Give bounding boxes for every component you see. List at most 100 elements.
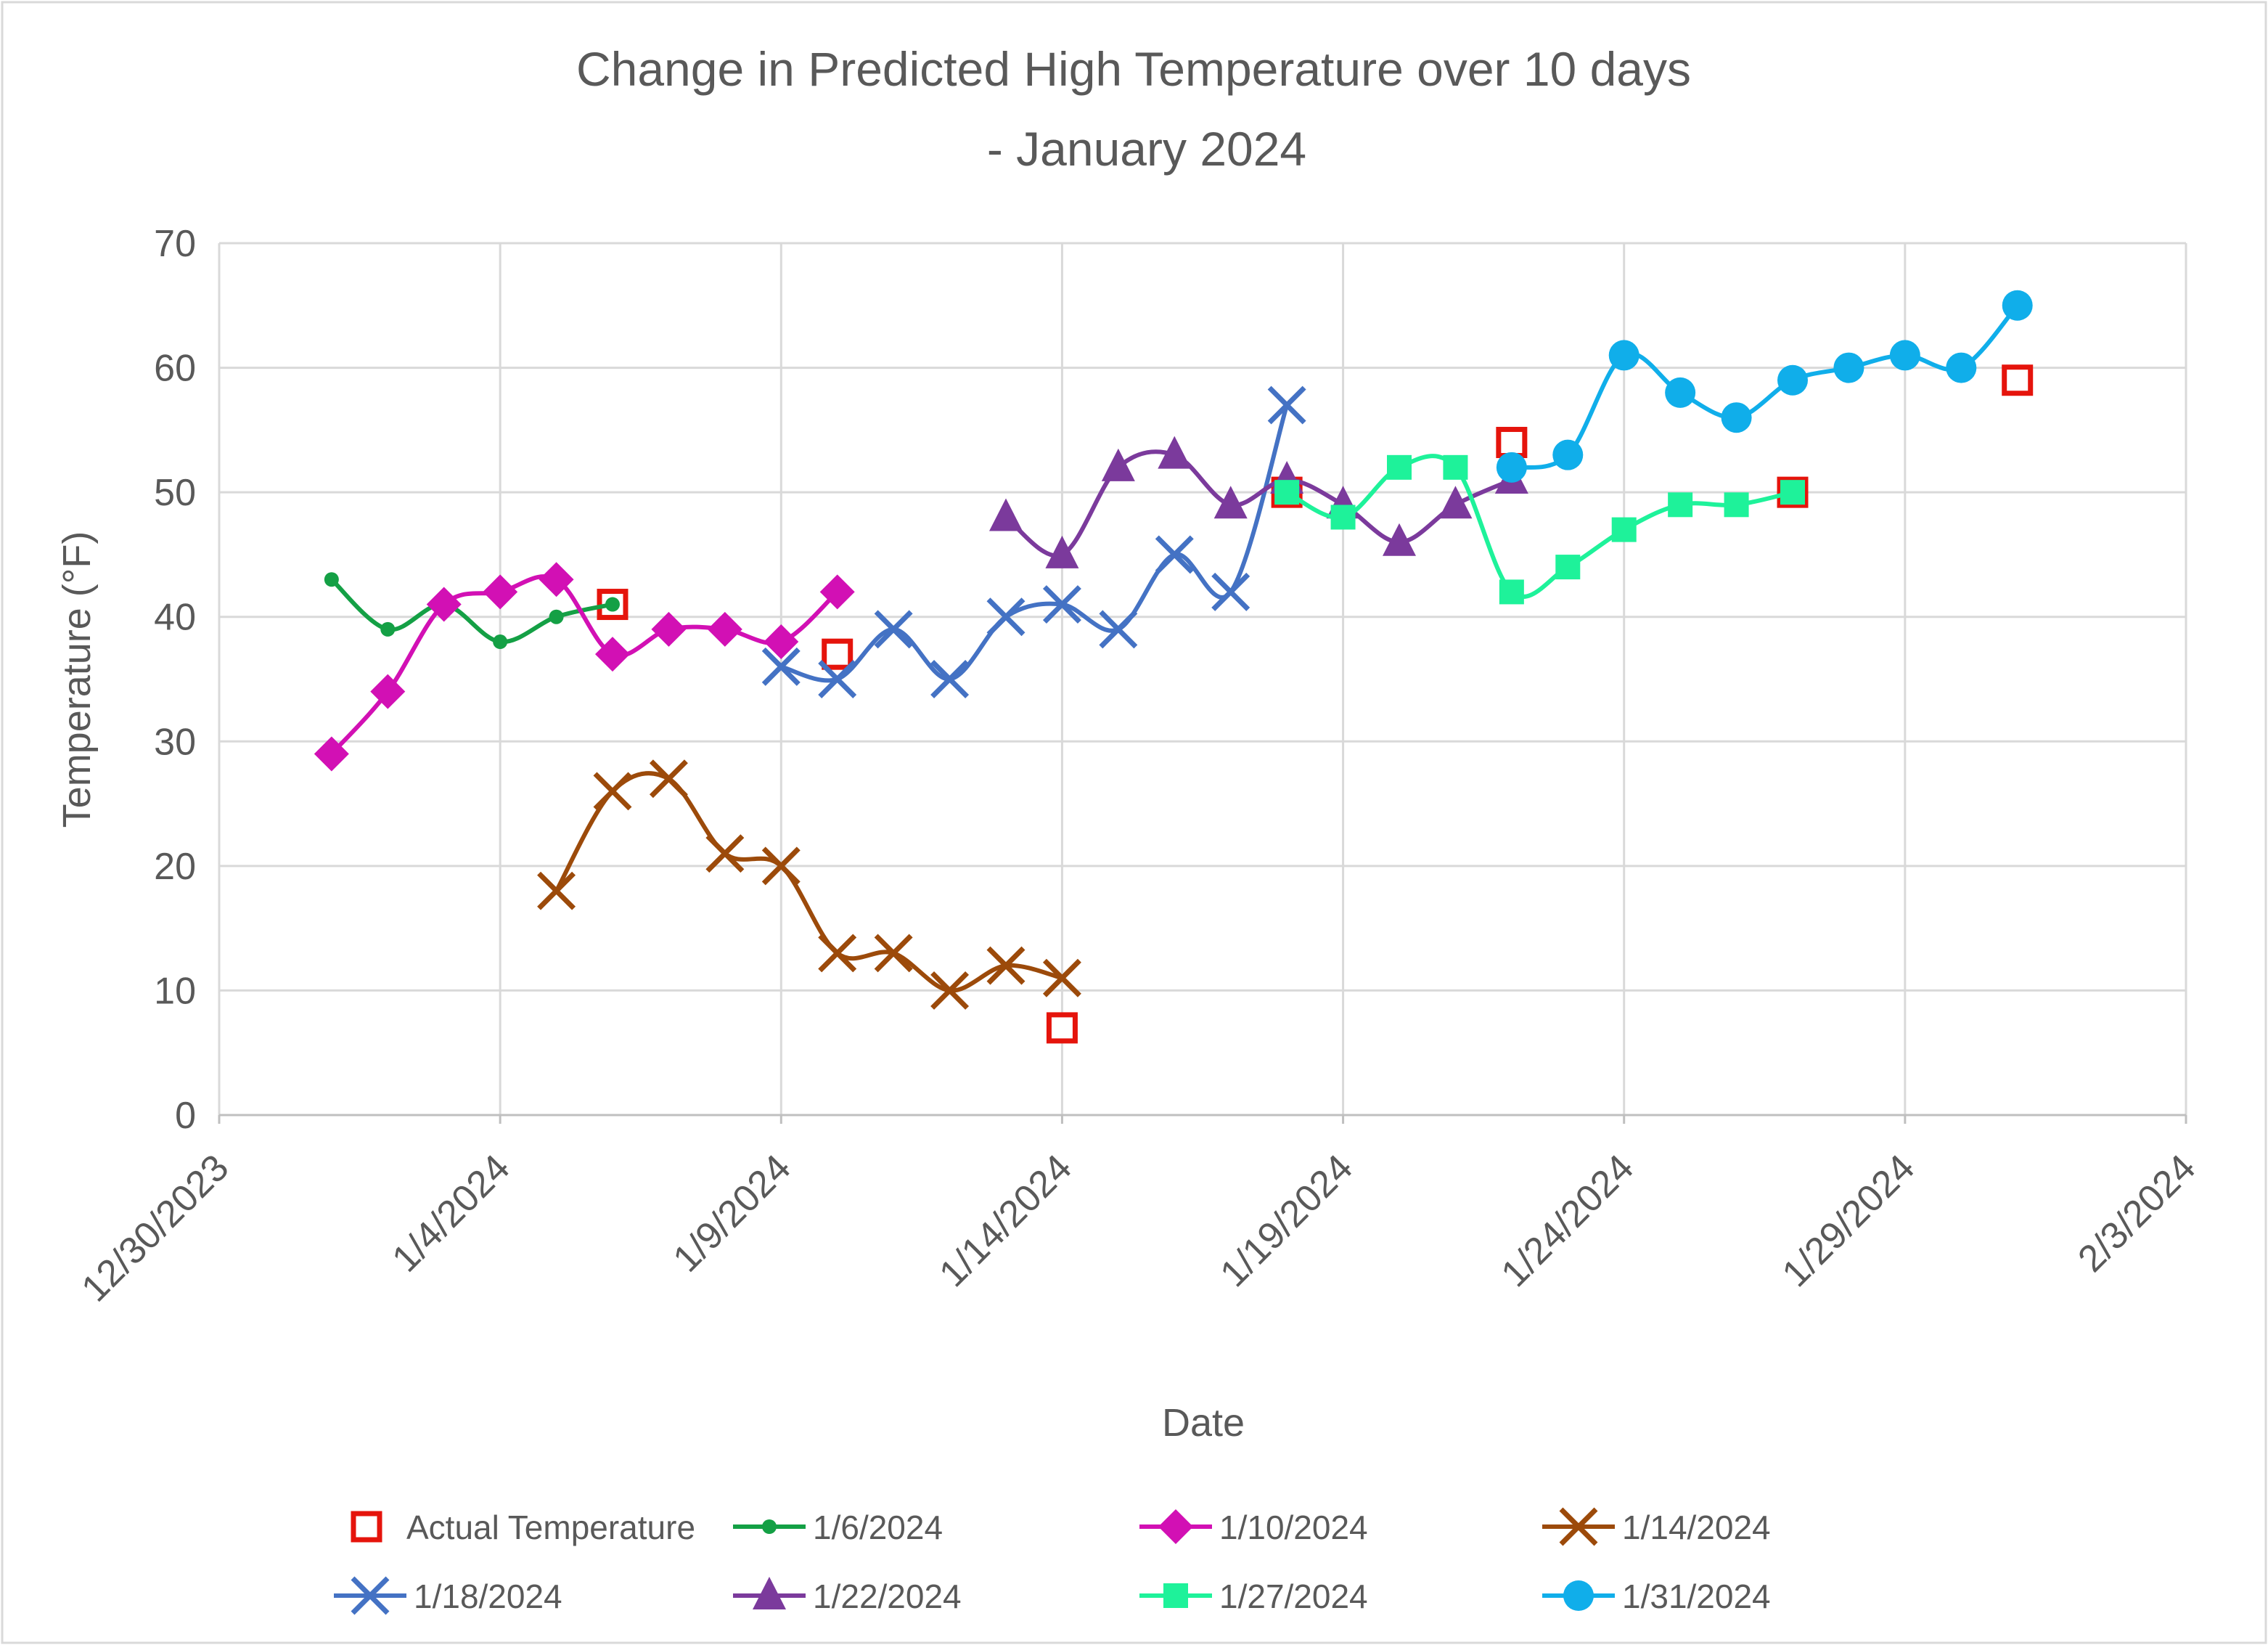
legend-marker bbox=[1563, 1580, 1594, 1611]
data-point bbox=[537, 871, 576, 910]
data-point bbox=[1046, 1012, 1078, 1044]
series-layer bbox=[314, 290, 2034, 1044]
legend-marker bbox=[753, 1577, 786, 1609]
series-line bbox=[554, 771, 1065, 993]
series-1-10-2024 bbox=[314, 562, 855, 772]
data-point bbox=[989, 498, 1023, 531]
chart-title-line-1: Change in Predicted High Temperature ove… bbox=[576, 42, 1691, 96]
legend-entry: 1/6/2024 bbox=[733, 1509, 943, 1546]
y-tick-label: 0 bbox=[175, 1095, 196, 1137]
legend-label: 1/27/2024 bbox=[1219, 1577, 1368, 1615]
y-axis-label: Temperature (°F) bbox=[55, 531, 99, 828]
y-tick-label: 20 bbox=[154, 846, 196, 888]
data-point bbox=[1267, 385, 1306, 425]
data-point bbox=[874, 934, 913, 973]
y-tick-label: 40 bbox=[154, 597, 196, 639]
legend-entry: 1/22/2024 bbox=[733, 1577, 962, 1615]
x-axis-label: Date bbox=[1162, 1401, 1245, 1445]
data-point bbox=[1383, 523, 1416, 556]
data-point bbox=[493, 634, 508, 650]
legend-entry: 1/14/2024 bbox=[1542, 1507, 1771, 1546]
data-point bbox=[1668, 492, 1693, 518]
data-point bbox=[595, 637, 630, 672]
data-point bbox=[483, 574, 518, 610]
data-point bbox=[1438, 486, 1473, 519]
data-point bbox=[1496, 452, 1527, 483]
legend-label: 1/22/2024 bbox=[813, 1577, 962, 1615]
data-point bbox=[1889, 340, 1920, 371]
data-point bbox=[707, 611, 742, 647]
data-point bbox=[1721, 402, 1752, 433]
legend-label: 1/14/2024 bbox=[1622, 1509, 1771, 1546]
data-point bbox=[1555, 555, 1581, 580]
legend-entry: Actual Temperature bbox=[351, 1509, 695, 1546]
data-point bbox=[1496, 427, 1528, 459]
data-point bbox=[426, 587, 462, 622]
data-point bbox=[324, 572, 339, 587]
data-point bbox=[1099, 610, 1138, 649]
y-tick-label: 30 bbox=[154, 721, 196, 763]
series-line bbox=[1004, 449, 1514, 558]
data-point bbox=[1552, 439, 1584, 470]
legend-entry: 1/10/2024 bbox=[1139, 1509, 1368, 1546]
data-point bbox=[1045, 535, 1079, 568]
data-point bbox=[370, 674, 406, 709]
data-point bbox=[818, 660, 857, 698]
data-point bbox=[761, 846, 801, 886]
data-point bbox=[1042, 958, 1081, 997]
series-1-27-2024 bbox=[1274, 454, 1805, 605]
data-point bbox=[1611, 517, 1637, 542]
legend-label: Actual Temperature bbox=[406, 1509, 695, 1546]
data-point bbox=[1387, 454, 1412, 480]
y-tick-label: 60 bbox=[154, 348, 196, 390]
legend-entry: 1/18/2024 bbox=[334, 1576, 562, 1615]
data-point bbox=[1443, 454, 1468, 480]
data-point bbox=[1101, 448, 1135, 481]
data-point bbox=[930, 971, 970, 1010]
data-point bbox=[818, 934, 857, 973]
y-tick-label: 50 bbox=[154, 472, 196, 514]
legend-label: 1/18/2024 bbox=[414, 1577, 562, 1615]
data-point bbox=[1042, 585, 1081, 624]
legend-marker bbox=[1163, 1583, 1188, 1608]
data-point bbox=[1665, 377, 1696, 408]
data-point bbox=[986, 597, 1025, 637]
data-point bbox=[549, 609, 564, 624]
data-point bbox=[986, 946, 1025, 985]
legend-marker bbox=[1158, 1509, 1193, 1544]
legend: Actual Temperature 1/6/2024 1/10/2024 1/14/… bbox=[334, 1507, 1771, 1615]
legend-label: 1/31/2024 bbox=[1622, 1577, 1771, 1615]
legend-marker bbox=[762, 1519, 777, 1534]
data-point bbox=[930, 660, 970, 698]
data-point bbox=[1155, 535, 1194, 574]
data-point bbox=[651, 611, 687, 647]
series-1-14-2024 bbox=[537, 759, 1081, 1010]
data-point bbox=[649, 759, 688, 799]
data-point bbox=[1780, 480, 1805, 505]
data-point bbox=[819, 574, 855, 610]
data-point bbox=[1724, 492, 1749, 518]
data-point bbox=[1777, 364, 1808, 396]
y-tick-label: 10 bbox=[154, 970, 196, 1012]
data-point bbox=[1833, 352, 1864, 383]
data-point bbox=[2002, 364, 2034, 396]
data-point bbox=[705, 834, 745, 873]
chart-title-line-2: - January 2024 bbox=[987, 122, 1306, 176]
data-point bbox=[1158, 436, 1192, 469]
legend-marker bbox=[351, 1511, 382, 1543]
series-1-18-2024 bbox=[761, 385, 1306, 698]
data-point bbox=[539, 562, 574, 597]
grid-lines bbox=[218, 242, 2187, 1115]
data-point bbox=[874, 610, 913, 649]
data-point bbox=[1608, 340, 1639, 371]
legend-label: 1/6/2024 bbox=[813, 1509, 943, 1546]
data-point bbox=[1499, 579, 1524, 605]
data-point bbox=[380, 621, 396, 637]
data-point bbox=[593, 772, 632, 811]
series-1-22-2024 bbox=[989, 436, 1528, 568]
data-point bbox=[822, 638, 853, 670]
legend-entry: 1/31/2024 bbox=[1542, 1577, 1771, 1615]
data-point bbox=[1946, 352, 1977, 383]
